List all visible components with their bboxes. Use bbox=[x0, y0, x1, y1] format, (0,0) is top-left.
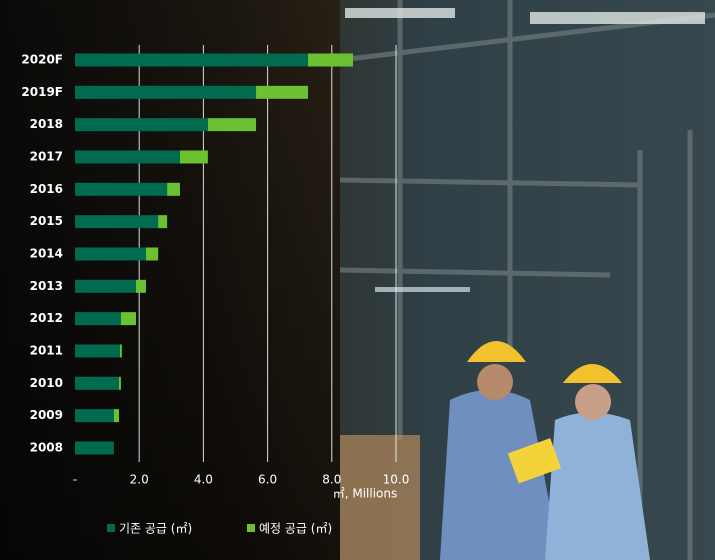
bar-segment bbox=[75, 85, 257, 99]
y-tick-label: 2011 bbox=[30, 343, 63, 357]
bar-segment bbox=[120, 312, 136, 326]
x-tick-label: 2.0 bbox=[130, 473, 149, 487]
bar-segment bbox=[119, 344, 122, 358]
legend-swatch bbox=[247, 524, 255, 532]
bar-segment bbox=[75, 53, 309, 67]
x-tick-label: 10.0 bbox=[383, 473, 410, 487]
bar-segment bbox=[75, 182, 168, 196]
y-tick-label: 2014 bbox=[30, 246, 63, 260]
legend-label: 기존 공급 (㎡) bbox=[119, 522, 192, 536]
bar-segment bbox=[75, 279, 136, 293]
y-tick-label: 2017 bbox=[30, 149, 63, 163]
bar-segment bbox=[207, 118, 257, 132]
x-axis-label: ㎡, Millions bbox=[333, 487, 398, 501]
bar-segment bbox=[75, 150, 180, 164]
bar-segment bbox=[167, 182, 180, 196]
x-tick-label: - bbox=[73, 473, 77, 487]
bar-segment bbox=[75, 312, 121, 326]
y-tick-label: 2008 bbox=[30, 440, 63, 454]
bar-segment bbox=[135, 279, 146, 293]
bar-segment bbox=[75, 376, 119, 390]
bar-segment bbox=[75, 215, 159, 229]
bar-segment bbox=[308, 53, 353, 67]
bar-segment bbox=[75, 441, 114, 455]
x-tick-label: 4.0 bbox=[194, 473, 213, 487]
y-tick-label: 2019F bbox=[21, 85, 63, 99]
legend-label: 예정 공급 (㎡) bbox=[259, 522, 332, 536]
bar-segment bbox=[75, 118, 208, 132]
x-tick-label: 8.0 bbox=[322, 473, 341, 487]
y-tick-label: 2013 bbox=[30, 279, 63, 293]
x-tick-label: 6.0 bbox=[258, 473, 277, 487]
bar-segment bbox=[75, 247, 146, 261]
bar-segment bbox=[113, 409, 119, 423]
y-tick-label: 2016 bbox=[30, 182, 63, 196]
bar-segment bbox=[75, 409, 114, 423]
bar-segment bbox=[145, 247, 159, 261]
y-tick-label: 2012 bbox=[30, 311, 63, 325]
y-tick-label: 2015 bbox=[30, 214, 63, 228]
bar-segment bbox=[256, 85, 309, 99]
y-tick-label: 2018 bbox=[30, 117, 63, 131]
y-tick-label: 2010 bbox=[30, 376, 63, 390]
bar-segment bbox=[118, 376, 121, 390]
bar-segment bbox=[158, 215, 168, 229]
bar-segment bbox=[75, 344, 120, 358]
bar-segment bbox=[179, 150, 208, 164]
y-tick-label: 2009 bbox=[30, 408, 63, 422]
legend-swatch bbox=[107, 524, 115, 532]
y-tick-label: 2020F bbox=[21, 53, 63, 67]
